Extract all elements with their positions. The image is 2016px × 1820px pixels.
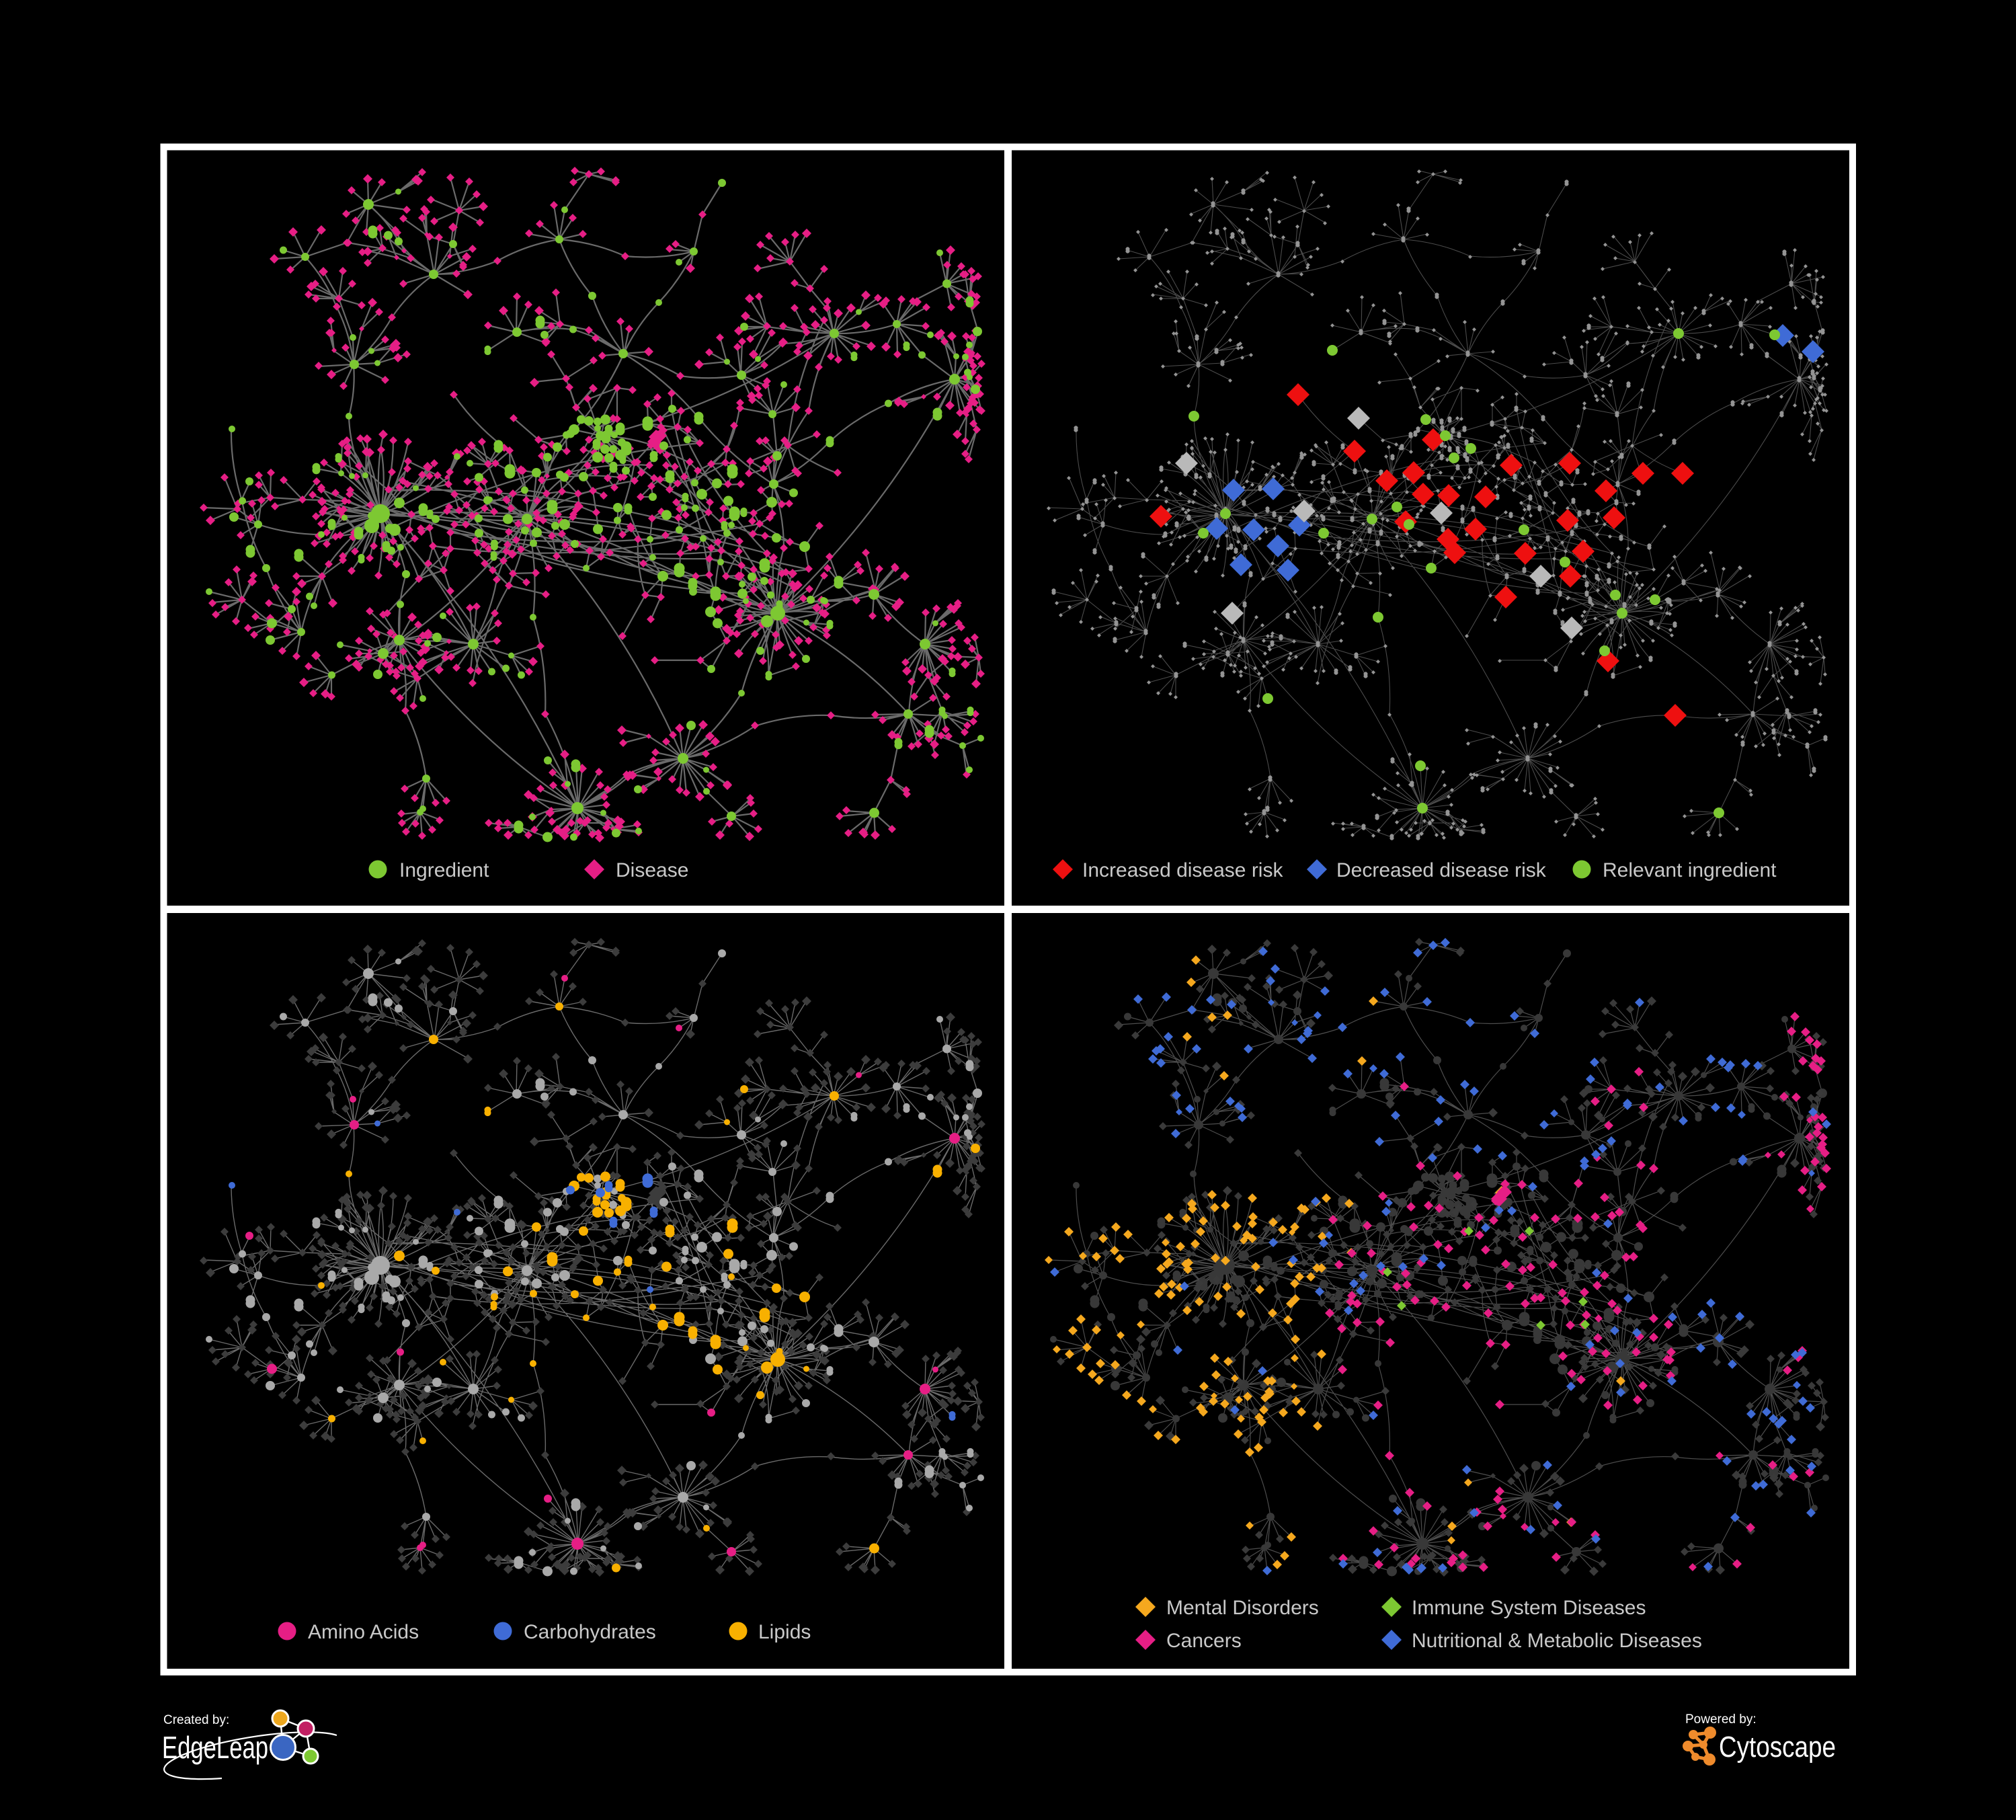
svg-text:Ingredient: Ingredient	[399, 859, 489, 881]
svg-text:Nutritional & Metabolic Diseas: Nutritional & Metabolic Diseases	[1412, 1630, 1702, 1652]
svg-text:Immune System Diseases: Immune System Diseases	[1412, 1597, 1646, 1619]
svg-text:Cancers: Cancers	[1166, 1630, 1242, 1652]
svg-text:Mental Disorders: Mental Disorders	[1166, 1597, 1319, 1619]
svg-text:Created by:: Created by:	[163, 1713, 229, 1727]
svg-text:Increased disease risk: Increased disease risk	[1082, 859, 1283, 881]
svg-text:Disease: Disease	[616, 859, 688, 881]
svg-text:Relevant ingredient: Relevant ingredient	[1603, 859, 1777, 881]
svg-text:Cytoscape: Cytoscape	[1719, 1731, 1836, 1764]
svg-text:Amino Acids: Amino Acids	[308, 1621, 419, 1643]
svg-text:Decreased disease risk: Decreased disease risk	[1336, 859, 1547, 881]
svg-text:Carbohydrates: Carbohydrates	[524, 1621, 656, 1643]
svg-text:EdgeLeap: EdgeLeap	[162, 1730, 268, 1765]
svg-text:Lipids: Lipids	[758, 1621, 811, 1643]
svg-text:Powered by:: Powered by:	[1685, 1712, 1757, 1727]
